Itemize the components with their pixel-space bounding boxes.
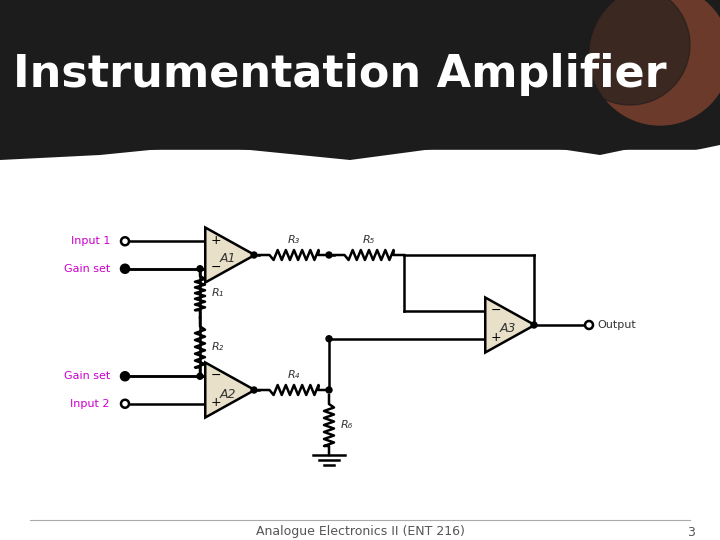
Polygon shape [0, 145, 720, 540]
Text: −: − [490, 303, 500, 317]
Circle shape [590, 0, 720, 125]
Text: +: + [210, 396, 221, 409]
Circle shape [326, 336, 332, 342]
Circle shape [326, 387, 332, 393]
Text: Gain set: Gain set [64, 264, 110, 274]
Circle shape [121, 265, 129, 273]
Text: +: + [210, 234, 221, 247]
Text: R₆: R₆ [341, 420, 354, 430]
Bar [0, 0, 720, 150]
Text: Instrumentation Amplifier: Instrumentation Amplifier [13, 53, 667, 97]
Text: −: − [210, 261, 221, 274]
Circle shape [197, 266, 203, 272]
Circle shape [122, 266, 128, 272]
Text: Input 1: Input 1 [71, 237, 110, 246]
Circle shape [570, 0, 690, 105]
Text: −: − [210, 369, 221, 382]
Polygon shape [205, 362, 255, 417]
Circle shape [251, 387, 257, 393]
Circle shape [121, 400, 129, 408]
Circle shape [122, 373, 128, 379]
Text: 3: 3 [687, 525, 695, 538]
Text: A2: A2 [220, 388, 236, 401]
Bar [0, 150, 720, 540]
Circle shape [585, 321, 593, 329]
Circle shape [251, 252, 257, 258]
Text: Output: Output [597, 320, 636, 330]
Text: Gain set: Gain set [64, 372, 110, 381]
Text: R₅: R₅ [363, 235, 375, 245]
Polygon shape [485, 298, 535, 353]
Text: R₃: R₃ [288, 235, 300, 245]
Text: A3: A3 [500, 322, 516, 335]
Circle shape [197, 373, 203, 379]
Text: R₂: R₂ [212, 342, 224, 352]
Polygon shape [0, 0, 720, 160]
Text: R₁: R₁ [212, 288, 224, 298]
Text: +: + [490, 331, 501, 345]
Text: Input 2: Input 2 [71, 399, 110, 409]
Text: A1: A1 [220, 253, 236, 266]
Circle shape [531, 322, 537, 328]
Text: R₄: R₄ [288, 370, 300, 380]
Circle shape [121, 237, 129, 245]
Circle shape [121, 372, 129, 380]
Circle shape [326, 252, 332, 258]
Polygon shape [205, 227, 255, 282]
Text: Analogue Electronics II (ENT 216): Analogue Electronics II (ENT 216) [256, 525, 464, 538]
